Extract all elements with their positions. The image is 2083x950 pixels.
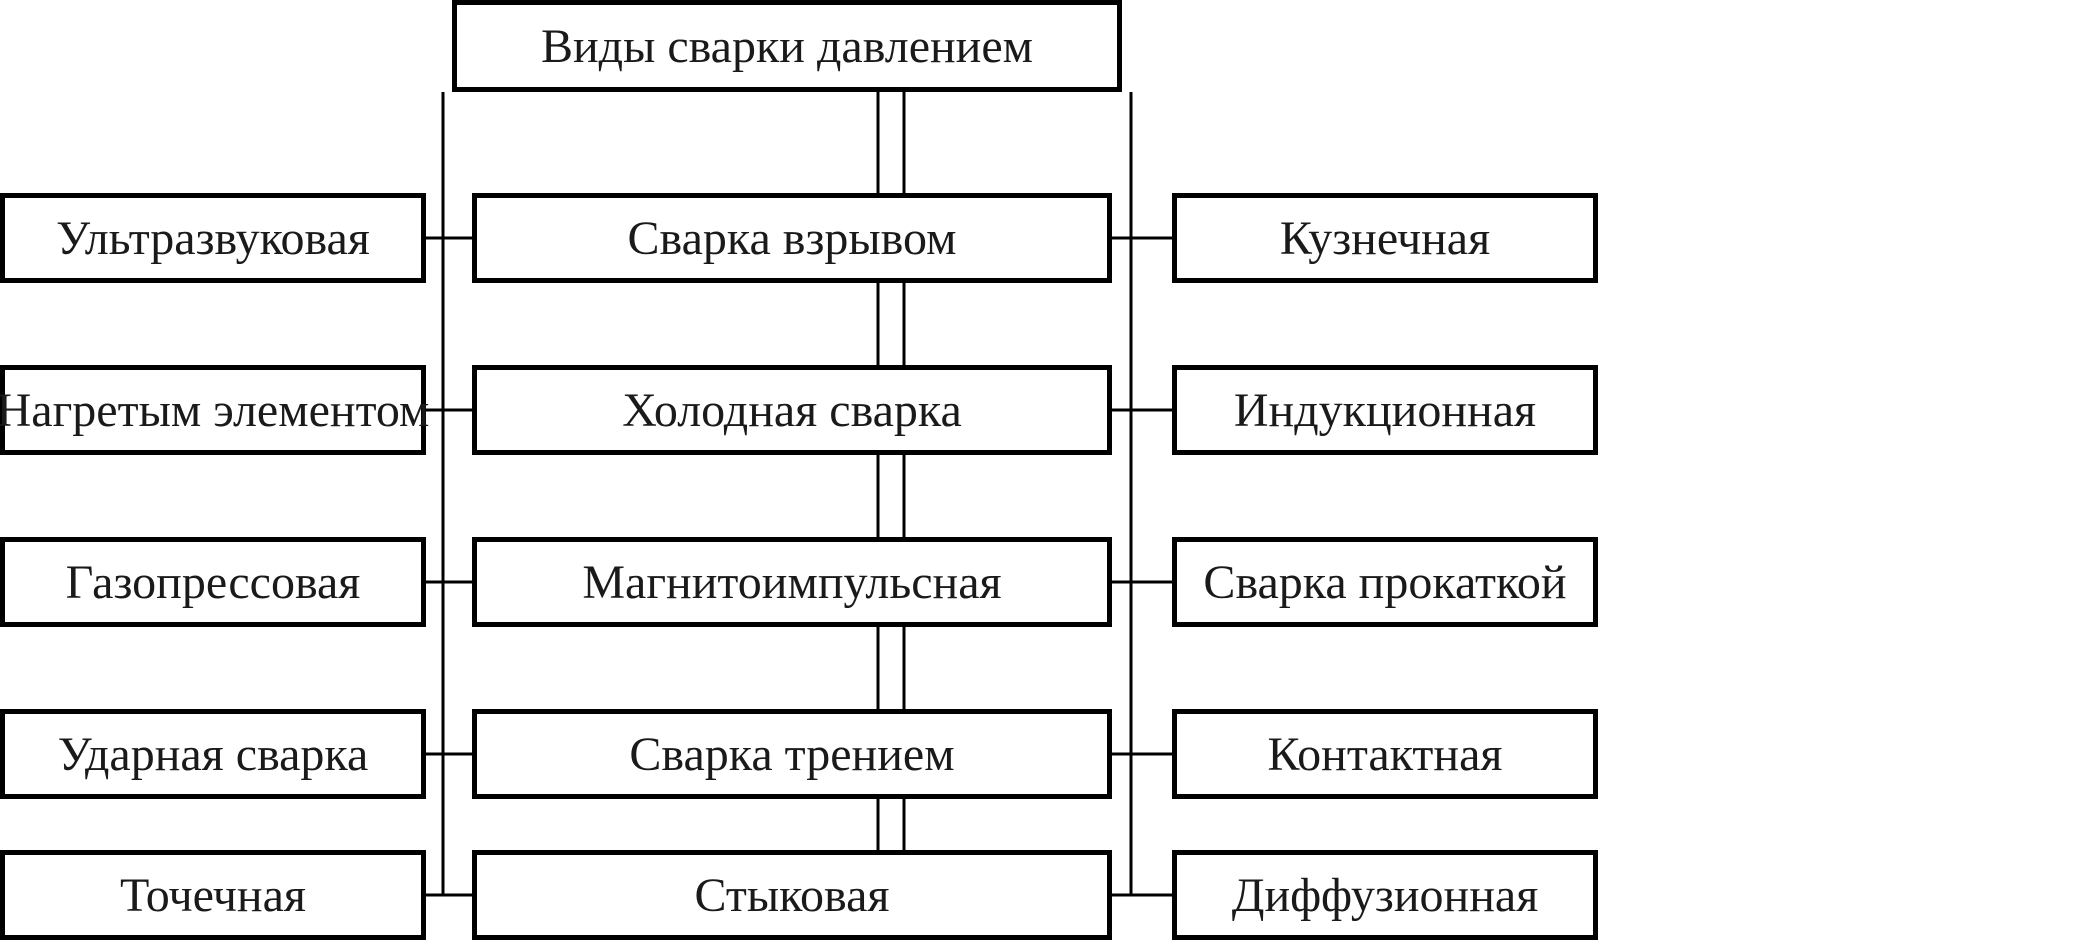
left-label-1: Нагретым элементом [0,383,429,438]
left-label-4: Точечная [120,868,306,923]
left-node-3: Ударная сварка [0,709,426,799]
middle-node-0: Сварка взрывом [472,193,1112,283]
middle-label-4: Стыковая [695,868,890,923]
middle-node-2: Магнитоимпульсная [472,537,1112,627]
right-node-3: Контактная [1172,709,1598,799]
right-node-4: Диффузионная [1172,850,1598,940]
right-node-1: Индукционная [1172,365,1598,455]
right-label-4: Диффузионная [1232,868,1539,923]
right-label-0: Кузнечная [1280,211,1490,266]
left-label-0: Ультразвуковая [56,211,370,266]
root-label: Виды сварки давлением [541,19,1033,74]
right-node-2: Сварка прокаткой [1172,537,1598,627]
middle-label-1: Холодная сварка [622,383,962,438]
right-node-0: Кузнечная [1172,193,1598,283]
middle-node-1: Холодная сварка [472,365,1112,455]
middle-node-4: Стыковая [472,850,1112,940]
left-node-0: Ультразвуковая [0,193,426,283]
left-label-2: Газопрессовая [66,555,361,610]
connector-layer [0,0,2083,950]
right-label-2: Сварка прокаткой [1203,555,1566,610]
middle-node-3: Сварка трением [472,709,1112,799]
right-label-1: Индукционная [1234,383,1536,438]
middle-label-0: Сварка взрывом [628,211,957,266]
right-label-3: Контактная [1268,727,1503,782]
middle-label-2: Магнитоимпульсная [582,555,1001,610]
left-label-3: Ударная сварка [58,727,369,782]
middle-label-3: Сварка трением [629,727,954,782]
left-node-2: Газопрессовая [0,537,426,627]
root-node: Виды сварки давлением [452,0,1122,92]
left-node-1: Нагретым элементом [0,365,426,455]
left-node-4: Точечная [0,850,426,940]
